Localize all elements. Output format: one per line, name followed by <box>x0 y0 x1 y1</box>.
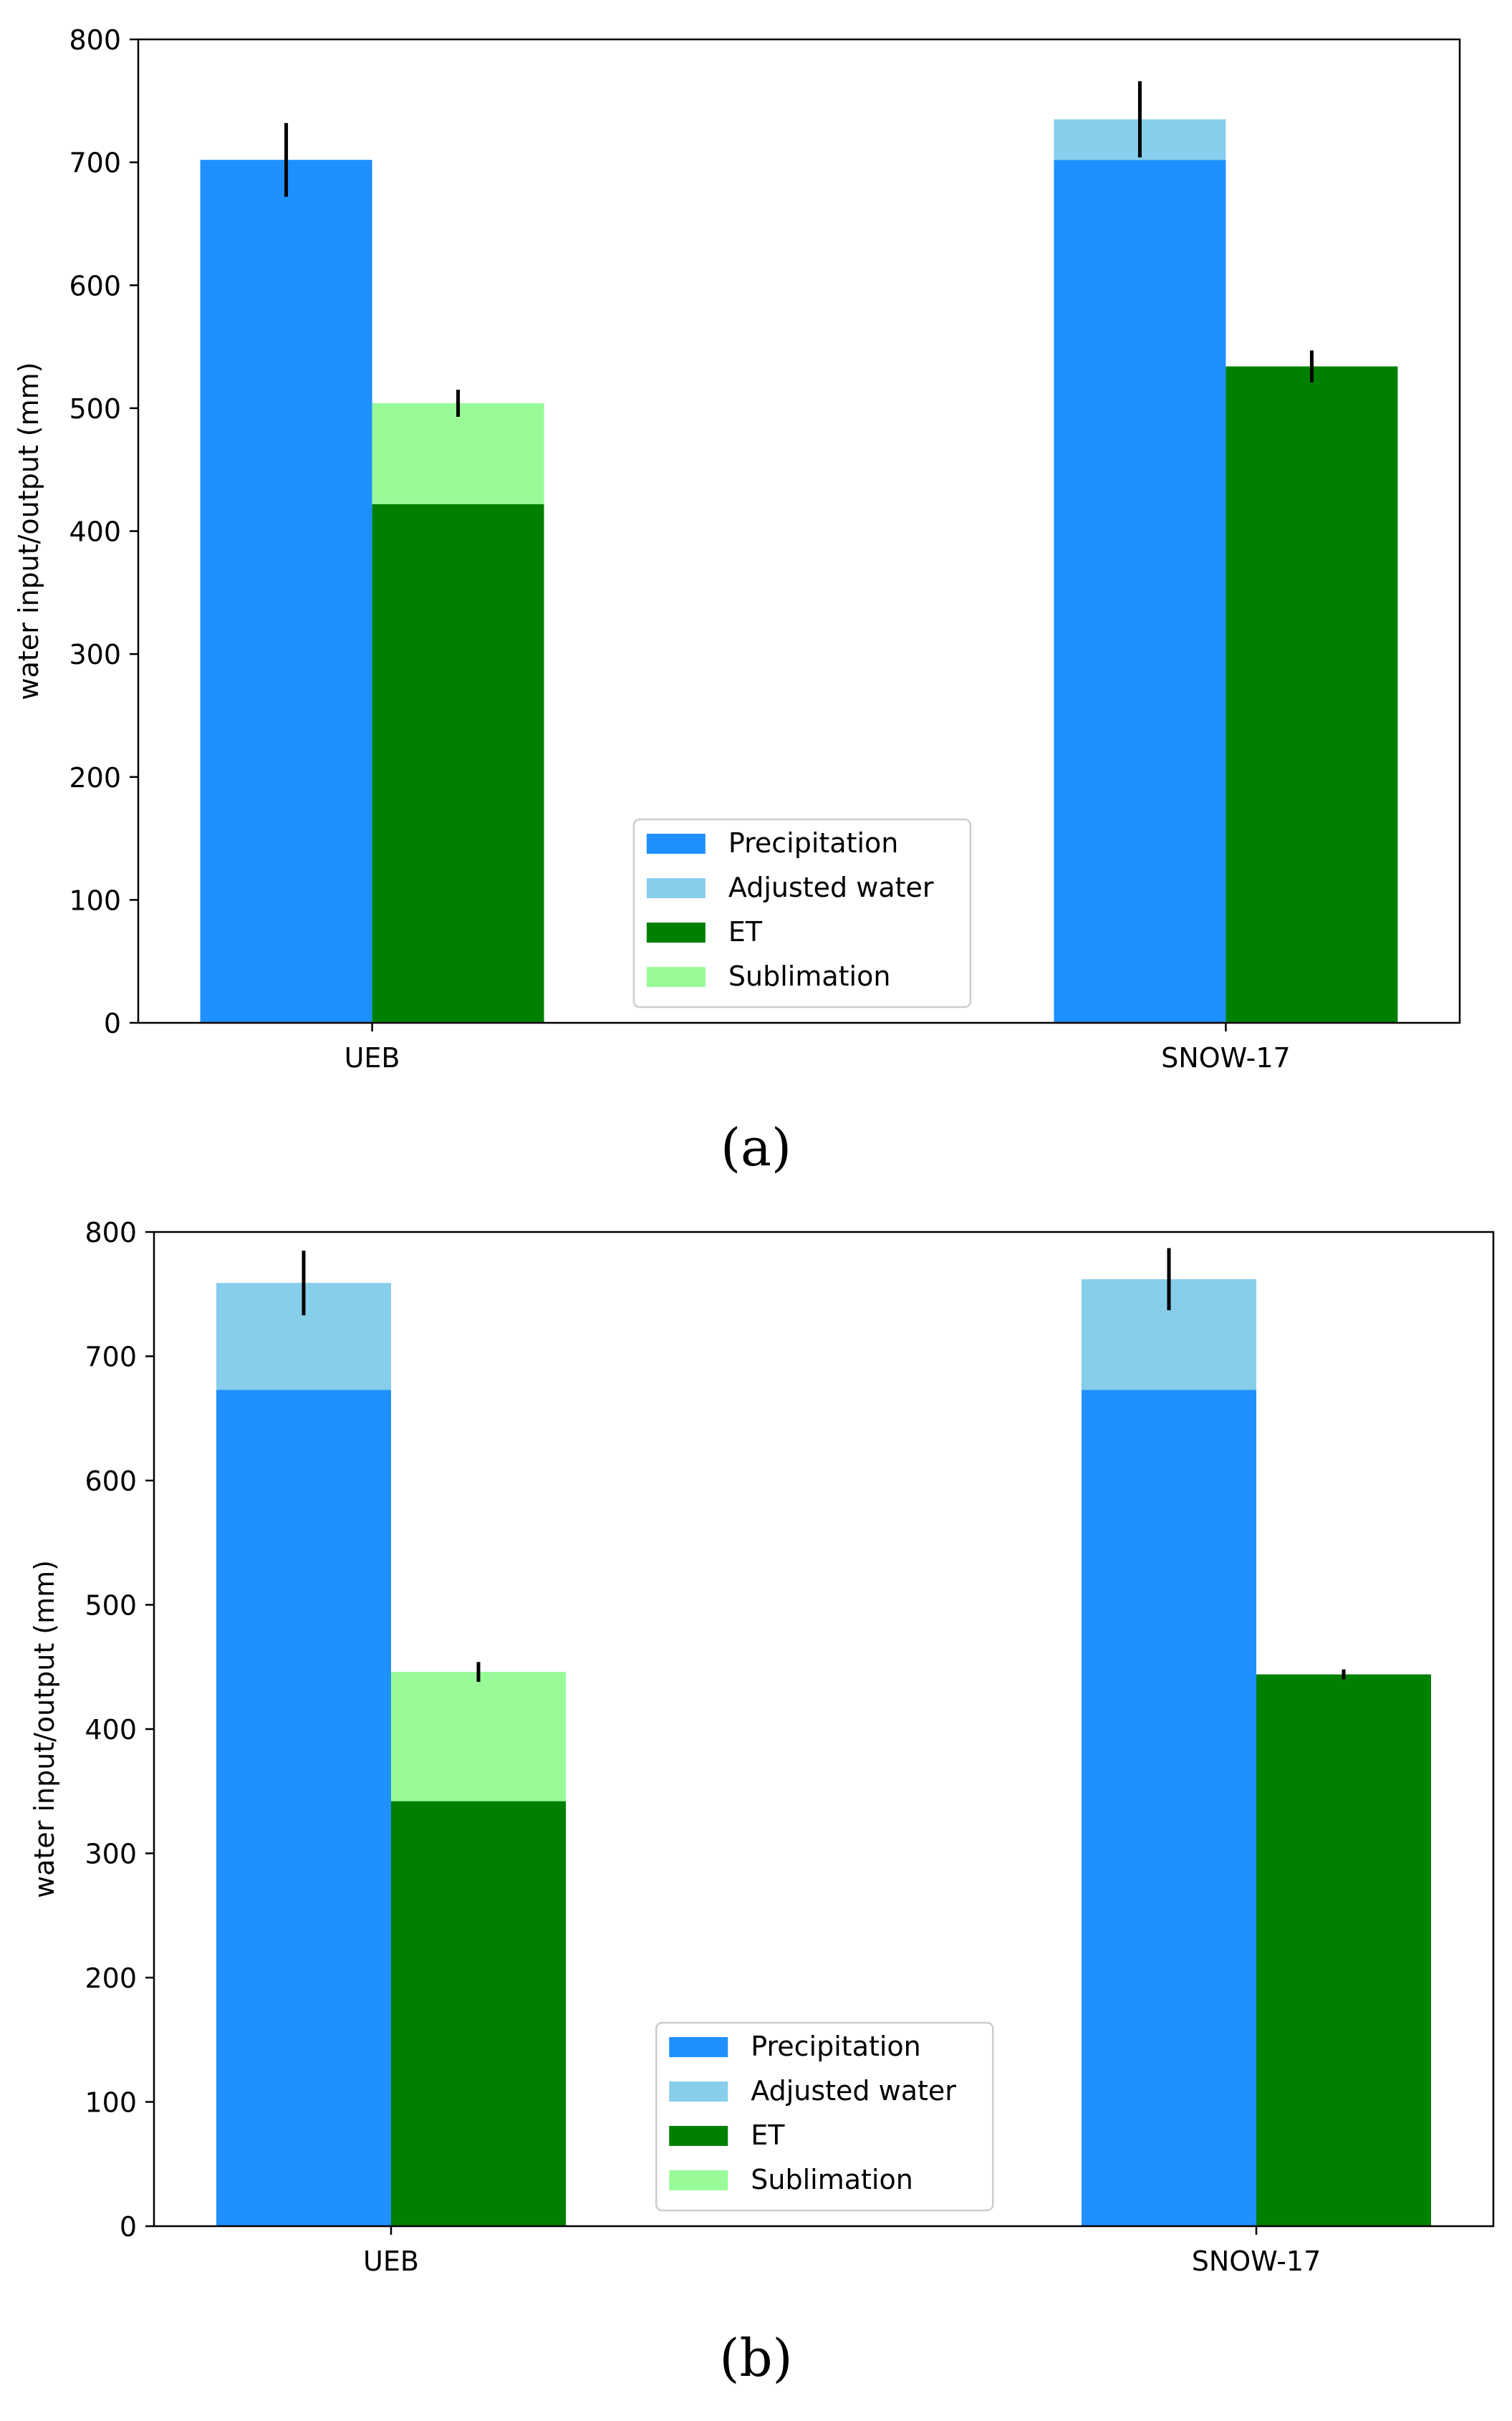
y-tick-label: 200 <box>69 762 121 794</box>
legend-label: Sublimation <box>751 2164 913 2195</box>
y-tick-label: 700 <box>85 1342 137 1373</box>
legend-label: Precipitation <box>751 2031 921 2062</box>
y-tick-label: 0 <box>104 1008 121 1039</box>
legend-label: Precipitation <box>728 827 899 859</box>
legend-label: ET <box>728 916 763 948</box>
legend-label: Adjusted water <box>728 872 934 903</box>
y-tick-label: 200 <box>85 1963 137 1994</box>
legend-box <box>655 2021 994 2212</box>
bar-precipitation-ueb <box>216 1390 391 2226</box>
bar-precipitation-snow-17 <box>1082 1390 1257 2226</box>
chart-panel-a: 0 100 200 300 400 500 600 700 800 UEB SNOW-17 water… <box>0 0 1512 1203</box>
y-axis-label: water input/output (mm) <box>13 362 44 701</box>
y-tick-label: 600 <box>85 1465 137 1497</box>
legend-swatch-sublimation <box>646 967 706 987</box>
y-tick-label: 0 <box>120 2211 137 2243</box>
y-axis-label: water input/output (mm) <box>29 1560 60 1898</box>
y-tick-label: 100 <box>85 2087 137 2119</box>
caption-b: (b) <box>719 2328 793 2388</box>
y-tick-label: 800 <box>85 1217 137 1248</box>
legend-swatch-et <box>669 2126 728 2146</box>
x-tick-label: UEB <box>345 1042 400 1074</box>
bar-et-snow-17 <box>1226 366 1398 1024</box>
bar-precipitation-snow-17 <box>1054 160 1226 1023</box>
legend-label: ET <box>751 2119 785 2151</box>
legend-swatch-adjusted-water <box>669 2081 728 2102</box>
y-tick-label: 400 <box>69 516 121 548</box>
y-tick-label: 600 <box>69 270 121 302</box>
bar-sublimation-ueb <box>372 403 544 504</box>
x-tick-label: UEB <box>363 2246 419 2277</box>
y-tick-label: 300 <box>69 639 121 670</box>
legend-swatch-adjusted-water <box>646 878 706 898</box>
chart-panel-b: 0 100 200 300 400 500 600 700 800 UEB SNOW-17 water… <box>0 1210 1512 2421</box>
y-tick-label: 500 <box>69 393 121 425</box>
legend-swatch-et <box>646 923 706 943</box>
bar-precipitation-ueb <box>200 160 372 1023</box>
legend-label: Sublimation <box>728 961 891 992</box>
legend-box <box>632 818 972 1009</box>
x-tick-label: SNOW-17 <box>1161 1042 1291 1074</box>
bar-chart-a: 0 100 200 300 400 500 600 700 800 UEB SNOW-17 water… <box>13 24 1461 1074</box>
bar-chart-b: 0 100 200 300 400 500 600 700 800 UEB SNOW-17 water… <box>29 1217 1495 2277</box>
y-tick-label: 800 <box>69 24 121 56</box>
x-tick-label: SNOW-17 <box>1192 2246 1321 2277</box>
legend-swatch-precipitation <box>669 2037 728 2057</box>
caption-a: (a) <box>720 1117 792 1178</box>
legend-swatch-precipitation <box>646 834 706 854</box>
bar-et-snow-17 <box>1256 1674 1432 2226</box>
legend-label: Adjusted water <box>751 2075 956 2107</box>
y-tick-label: 100 <box>69 885 121 916</box>
legend-swatch-sublimation <box>669 2170 728 2190</box>
bar-et-ueb <box>372 504 544 1023</box>
y-tick-label: 400 <box>85 1714 137 1746</box>
y-tick-label: 700 <box>69 148 121 179</box>
bar-sublimation-ueb <box>390 1672 566 1801</box>
y-tick-label: 500 <box>85 1590 137 1622</box>
bar-et-ueb <box>390 1801 566 2226</box>
y-tick-label: 300 <box>85 1839 137 1870</box>
